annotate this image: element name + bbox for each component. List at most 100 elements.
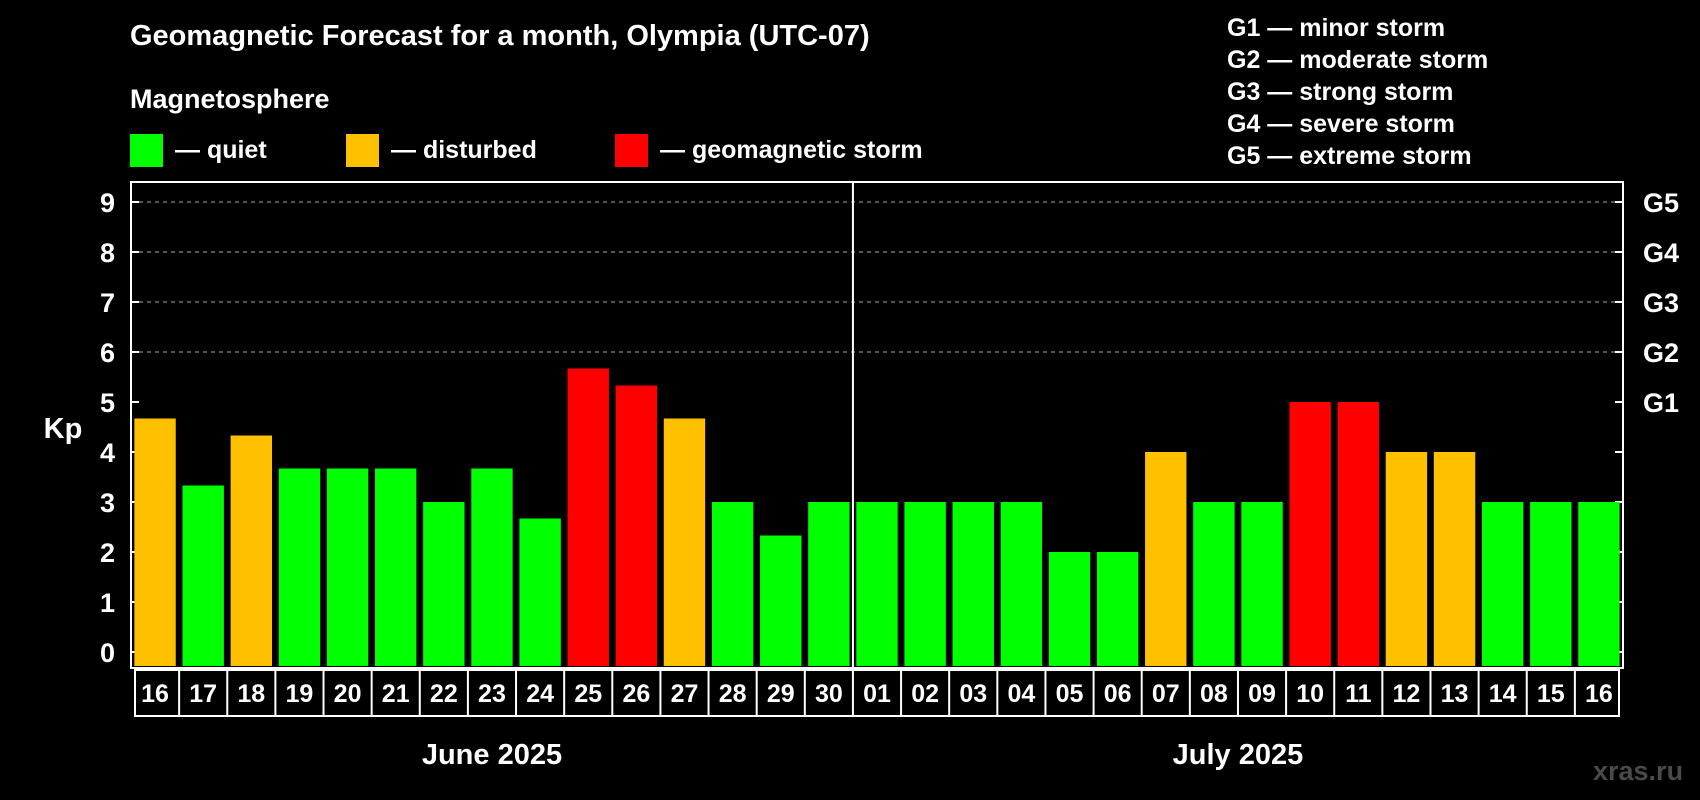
x-tick-label-4: 20 xyxy=(334,680,362,708)
x-tick-label-13: 29 xyxy=(767,680,795,708)
y-tick-label-6: 6 xyxy=(100,338,115,368)
bar-1 xyxy=(182,485,224,666)
g2-legend-item: G2 — moderate storm xyxy=(1227,46,1489,74)
right-axis-label-g1: G1 xyxy=(1643,388,1679,418)
storm-swatch xyxy=(615,133,648,167)
bar-13 xyxy=(760,535,802,666)
bar-14 xyxy=(808,502,850,666)
x-tick-label-11: 27 xyxy=(671,680,699,708)
g4-legend-item: G4 — severe storm xyxy=(1227,110,1455,138)
bar-23 xyxy=(1241,502,1283,666)
y-axis-label: Kp xyxy=(44,413,83,445)
legend-item-quiet: — quiet xyxy=(130,133,267,167)
bar-22 xyxy=(1193,502,1235,666)
legend-subtitle: Magnetosphere xyxy=(130,84,330,114)
x-tick-label-18: 04 xyxy=(1007,680,1035,708)
bar-11 xyxy=(663,418,706,666)
x-tick-label-22: 08 xyxy=(1200,680,1228,708)
x-tick-label-24: 10 xyxy=(1296,680,1324,708)
right-axis-label-g2: G2 xyxy=(1643,338,1679,368)
bar-17 xyxy=(952,502,994,666)
x-tick-label-16: 02 xyxy=(911,680,939,708)
x-tick-label-9: 25 xyxy=(574,680,602,708)
y-tick-label-2: 2 xyxy=(100,538,115,568)
y-tick-label-5: 5 xyxy=(100,388,115,418)
x-tick-label-21: 07 xyxy=(1152,680,1180,708)
bar-6 xyxy=(423,502,465,666)
y-tick-label-1: 1 xyxy=(100,588,115,618)
g5-legend-item: G5 — extreme storm xyxy=(1227,142,1472,170)
x-tick-label-6: 22 xyxy=(430,680,458,708)
bar-3 xyxy=(278,468,321,666)
right-axis-label-g5: G5 xyxy=(1643,188,1679,218)
bar-30 xyxy=(1578,502,1620,666)
bar-0 xyxy=(134,418,176,666)
x-tick-label-26: 12 xyxy=(1393,680,1421,708)
bar-28 xyxy=(1481,502,1524,666)
x-tick-label-12: 28 xyxy=(719,680,747,708)
x-tick-label-23: 09 xyxy=(1248,680,1276,708)
x-tick-label-2: 18 xyxy=(237,680,265,708)
bar-16 xyxy=(904,502,946,666)
legend-label-quiet: — quiet xyxy=(175,135,267,164)
y-tick-label-4: 4 xyxy=(100,438,115,468)
x-tick-label-27: 13 xyxy=(1441,680,1469,708)
legend-label-disturbed: — disturbed xyxy=(391,135,537,164)
right-axis-label-g4: G4 xyxy=(1643,238,1679,268)
x-tick-label-20: 06 xyxy=(1104,680,1132,708)
bar-15 xyxy=(856,502,898,666)
x-tick-label-29: 15 xyxy=(1537,680,1565,708)
bar-8 xyxy=(519,518,561,666)
disturbed-swatch xyxy=(346,133,379,167)
bar-4 xyxy=(326,468,369,666)
month-label-0: June 2025 xyxy=(422,739,562,771)
x-tick-label-15: 01 xyxy=(863,680,891,708)
g1-legend-item: G1 — minor storm xyxy=(1227,14,1446,42)
chart-title: Geomagnetic Forecast for a month, Olympi… xyxy=(130,20,870,52)
x-tick-label-10: 26 xyxy=(622,680,650,708)
x-tick-label-17: 03 xyxy=(959,680,987,708)
y-tick-label-8: 8 xyxy=(100,238,115,268)
bar-24 xyxy=(1289,402,1331,666)
bar-29 xyxy=(1530,502,1572,666)
x-tick-label-25: 11 xyxy=(1345,680,1372,708)
g3-legend-item: G3 — strong storm xyxy=(1227,78,1454,106)
bar-9 xyxy=(567,368,609,666)
x-tick-label-0: 16 xyxy=(141,680,169,708)
y-tick-label-7: 7 xyxy=(100,288,115,318)
y-tick-label-9: 9 xyxy=(100,188,115,218)
y-tick-label-3: 3 xyxy=(100,488,115,518)
bar-7 xyxy=(471,468,513,666)
month-label-1: July 2025 xyxy=(1173,739,1304,771)
bar-19 xyxy=(1048,552,1091,666)
bar-12 xyxy=(711,502,754,666)
plot-frame xyxy=(130,181,1624,669)
legend-item-storm: — geomagnetic storm xyxy=(615,133,923,167)
legend-label-storm: — geomagnetic storm xyxy=(660,135,923,164)
watermark: xras.ru xyxy=(1593,756,1684,786)
x-tick-label-30: 16 xyxy=(1585,680,1613,708)
bar-10 xyxy=(615,385,658,666)
x-tick-label-3: 19 xyxy=(286,680,314,708)
legend-item-disturbed: — disturbed xyxy=(346,133,537,167)
quiet-swatch xyxy=(130,133,163,167)
x-tick-label-8: 24 xyxy=(526,680,554,708)
g-scale-legend: G1 — minor storm G2 — moderate storm G3 … xyxy=(1227,12,1488,172)
bar-25 xyxy=(1337,402,1379,666)
bar-18 xyxy=(1000,502,1043,666)
bar-26 xyxy=(1385,452,1428,666)
y-tick-label-0: 0 xyxy=(100,638,115,668)
x-tick-label-14: 30 xyxy=(815,680,843,708)
x-tick-label-7: 23 xyxy=(478,680,506,708)
bar-2 xyxy=(230,435,273,666)
bar-20 xyxy=(1096,552,1139,666)
x-tick-label-19: 05 xyxy=(1056,680,1084,708)
bar-27 xyxy=(1433,452,1476,666)
right-axis-label-g3: G3 xyxy=(1643,288,1679,318)
day-label-frame xyxy=(134,669,1620,717)
x-tick-label-1: 17 xyxy=(189,680,217,708)
x-tick-label-5: 21 xyxy=(382,680,410,708)
bar-5 xyxy=(375,468,417,666)
bar-21 xyxy=(1145,452,1187,666)
